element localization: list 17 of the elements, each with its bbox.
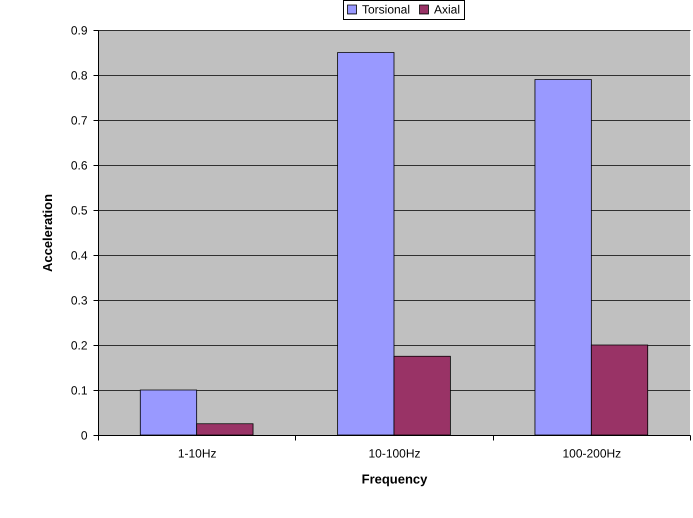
- y-axis-title: Acceleration: [40, 194, 55, 272]
- y-tick-label: 0.5: [70, 204, 88, 218]
- y-tick-label: 0.2: [70, 338, 88, 352]
- y-tick-label: 0.1: [70, 384, 88, 398]
- y-tick-label: 0.8: [70, 68, 88, 82]
- legend-label: Axial: [434, 2, 460, 16]
- legend-label: Torsional: [362, 2, 410, 16]
- y-tick-label: 0.6: [70, 158, 88, 172]
- y-tick-label: 0.7: [70, 114, 88, 128]
- x-tick-label: 100-200Hz: [562, 446, 622, 460]
- y-tick-label: 0.4: [70, 248, 88, 262]
- x-axis-title: Frequency: [362, 472, 428, 486]
- y-tick-label: 0.9: [70, 24, 88, 38]
- y-tick-label: 0: [80, 428, 88, 442]
- y-tick-label: 0.3: [70, 294, 88, 308]
- x-tick-label: 10-100Hz: [368, 446, 421, 460]
- x-tick-label: 1-10Hz: [178, 446, 217, 460]
